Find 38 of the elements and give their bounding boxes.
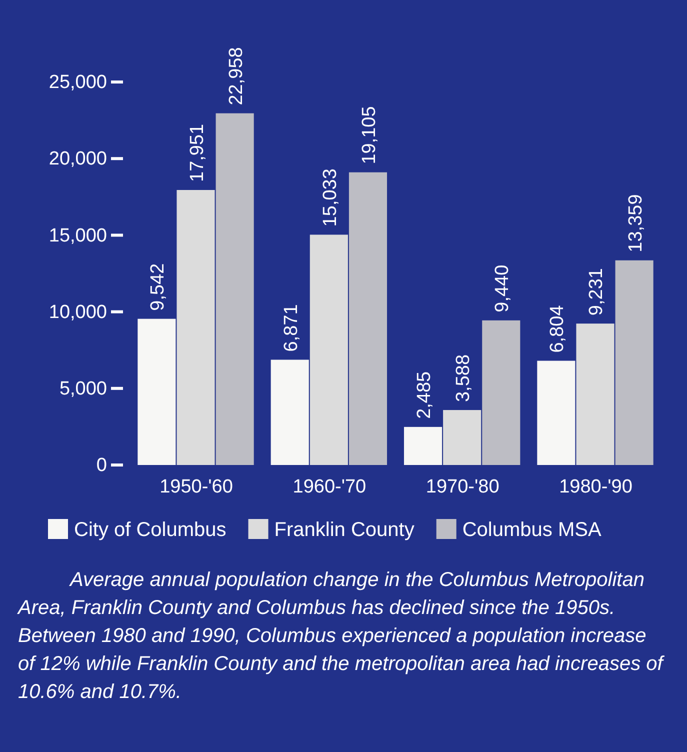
data-label: 2,485 bbox=[414, 371, 436, 419]
data-label: 9,542 bbox=[148, 263, 169, 311]
y-tick-label: 5,000 bbox=[59, 378, 107, 400]
data-label: 6,871 bbox=[280, 304, 302, 352]
x-tick-label: 1950-'60 bbox=[160, 476, 233, 498]
data-label: 22,958 bbox=[226, 47, 247, 106]
bar bbox=[310, 234, 348, 465]
bar bbox=[176, 190, 215, 465]
data-label: 19,105 bbox=[358, 106, 380, 164]
bar bbox=[537, 360, 576, 465]
data-label: 6,804 bbox=[547, 304, 568, 353]
bar bbox=[576, 324, 614, 465]
y-tick-label: 25,000 bbox=[48, 72, 107, 94]
text: Average annual population change in the Columbus Metropolitan Area, Franklin County and Columbus has declined since the 1950s. Between 1980 and 1990, Columbus experienced a population increase of 12% while Franklin County and the metropolitan area had increases of 10.6% and 10.7%. bbox=[18, 568, 666, 705]
data-label: 9,231 bbox=[586, 268, 608, 316]
x-tick-label: 1970-'80 bbox=[426, 476, 500, 498]
bar bbox=[615, 260, 654, 465]
data-label: 15,033 bbox=[320, 168, 341, 227]
bar bbox=[404, 426, 442, 465]
bar bbox=[216, 113, 254, 465]
y-tick-label: 0 bbox=[96, 455, 107, 476]
y-tick-label: 15,000 bbox=[48, 225, 107, 246]
bar bbox=[482, 320, 520, 465]
bar bbox=[270, 360, 309, 465]
data-label: 9,440 bbox=[492, 264, 514, 312]
data-label: 17,951 bbox=[186, 124, 208, 182]
x-tick-label: 1980-'90 bbox=[559, 476, 632, 498]
legend-label: Franklin County bbox=[274, 519, 414, 541]
bar bbox=[138, 318, 176, 465]
legend-label: City of Columbus bbox=[74, 519, 226, 541]
x-tick-label: 1960-'70 bbox=[292, 476, 366, 498]
bar bbox=[348, 172, 388, 465]
data-label: 3,588 bbox=[453, 354, 474, 402]
bar bbox=[443, 410, 482, 465]
y-tick-label: 10,000 bbox=[48, 302, 107, 323]
data-label: 13,359 bbox=[625, 194, 646, 252]
legend-label: Columbus MSA bbox=[462, 519, 602, 541]
y-tick-label: 20,000 bbox=[48, 148, 107, 170]
